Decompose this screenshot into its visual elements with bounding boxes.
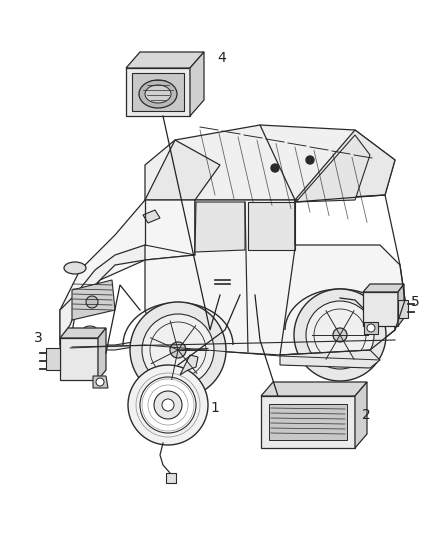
Polygon shape bbox=[180, 355, 198, 375]
Polygon shape bbox=[132, 73, 184, 111]
Circle shape bbox=[170, 342, 186, 358]
Text: 1: 1 bbox=[211, 401, 219, 415]
Text: 5: 5 bbox=[411, 295, 419, 309]
Circle shape bbox=[154, 391, 182, 419]
Polygon shape bbox=[190, 52, 204, 116]
Polygon shape bbox=[261, 382, 367, 396]
Polygon shape bbox=[46, 348, 60, 370]
Polygon shape bbox=[280, 350, 380, 368]
Polygon shape bbox=[145, 125, 395, 200]
Circle shape bbox=[367, 324, 375, 332]
Polygon shape bbox=[126, 52, 204, 68]
Circle shape bbox=[86, 296, 98, 308]
Polygon shape bbox=[126, 68, 190, 116]
Circle shape bbox=[333, 328, 347, 342]
Polygon shape bbox=[166, 473, 176, 483]
Polygon shape bbox=[60, 328, 106, 338]
Polygon shape bbox=[269, 404, 347, 440]
Polygon shape bbox=[60, 200, 195, 345]
Polygon shape bbox=[145, 140, 220, 200]
Polygon shape bbox=[296, 135, 370, 202]
Circle shape bbox=[306, 301, 374, 369]
Circle shape bbox=[96, 378, 104, 386]
Polygon shape bbox=[195, 202, 245, 252]
Polygon shape bbox=[60, 338, 98, 380]
Polygon shape bbox=[398, 284, 404, 326]
Circle shape bbox=[128, 365, 208, 445]
Polygon shape bbox=[60, 340, 145, 350]
Polygon shape bbox=[98, 328, 106, 380]
Text: 4: 4 bbox=[218, 51, 226, 65]
Circle shape bbox=[162, 399, 174, 411]
Ellipse shape bbox=[64, 262, 86, 274]
Ellipse shape bbox=[139, 80, 177, 108]
Circle shape bbox=[271, 164, 279, 172]
Circle shape bbox=[142, 314, 214, 386]
Polygon shape bbox=[363, 284, 404, 292]
Polygon shape bbox=[60, 245, 145, 340]
Polygon shape bbox=[355, 382, 367, 448]
Polygon shape bbox=[248, 202, 295, 250]
Polygon shape bbox=[93, 376, 108, 388]
Polygon shape bbox=[398, 300, 408, 318]
Polygon shape bbox=[145, 200, 405, 355]
Ellipse shape bbox=[83, 326, 97, 334]
Circle shape bbox=[130, 302, 226, 398]
Ellipse shape bbox=[145, 85, 171, 103]
Polygon shape bbox=[295, 130, 395, 200]
Text: 3: 3 bbox=[34, 331, 42, 345]
Polygon shape bbox=[261, 396, 355, 448]
Circle shape bbox=[140, 377, 196, 433]
Polygon shape bbox=[72, 280, 115, 320]
Polygon shape bbox=[363, 292, 398, 326]
Circle shape bbox=[306, 156, 314, 164]
Polygon shape bbox=[364, 322, 378, 334]
Circle shape bbox=[294, 289, 386, 381]
Polygon shape bbox=[143, 210, 160, 223]
Text: 2: 2 bbox=[362, 408, 371, 422]
